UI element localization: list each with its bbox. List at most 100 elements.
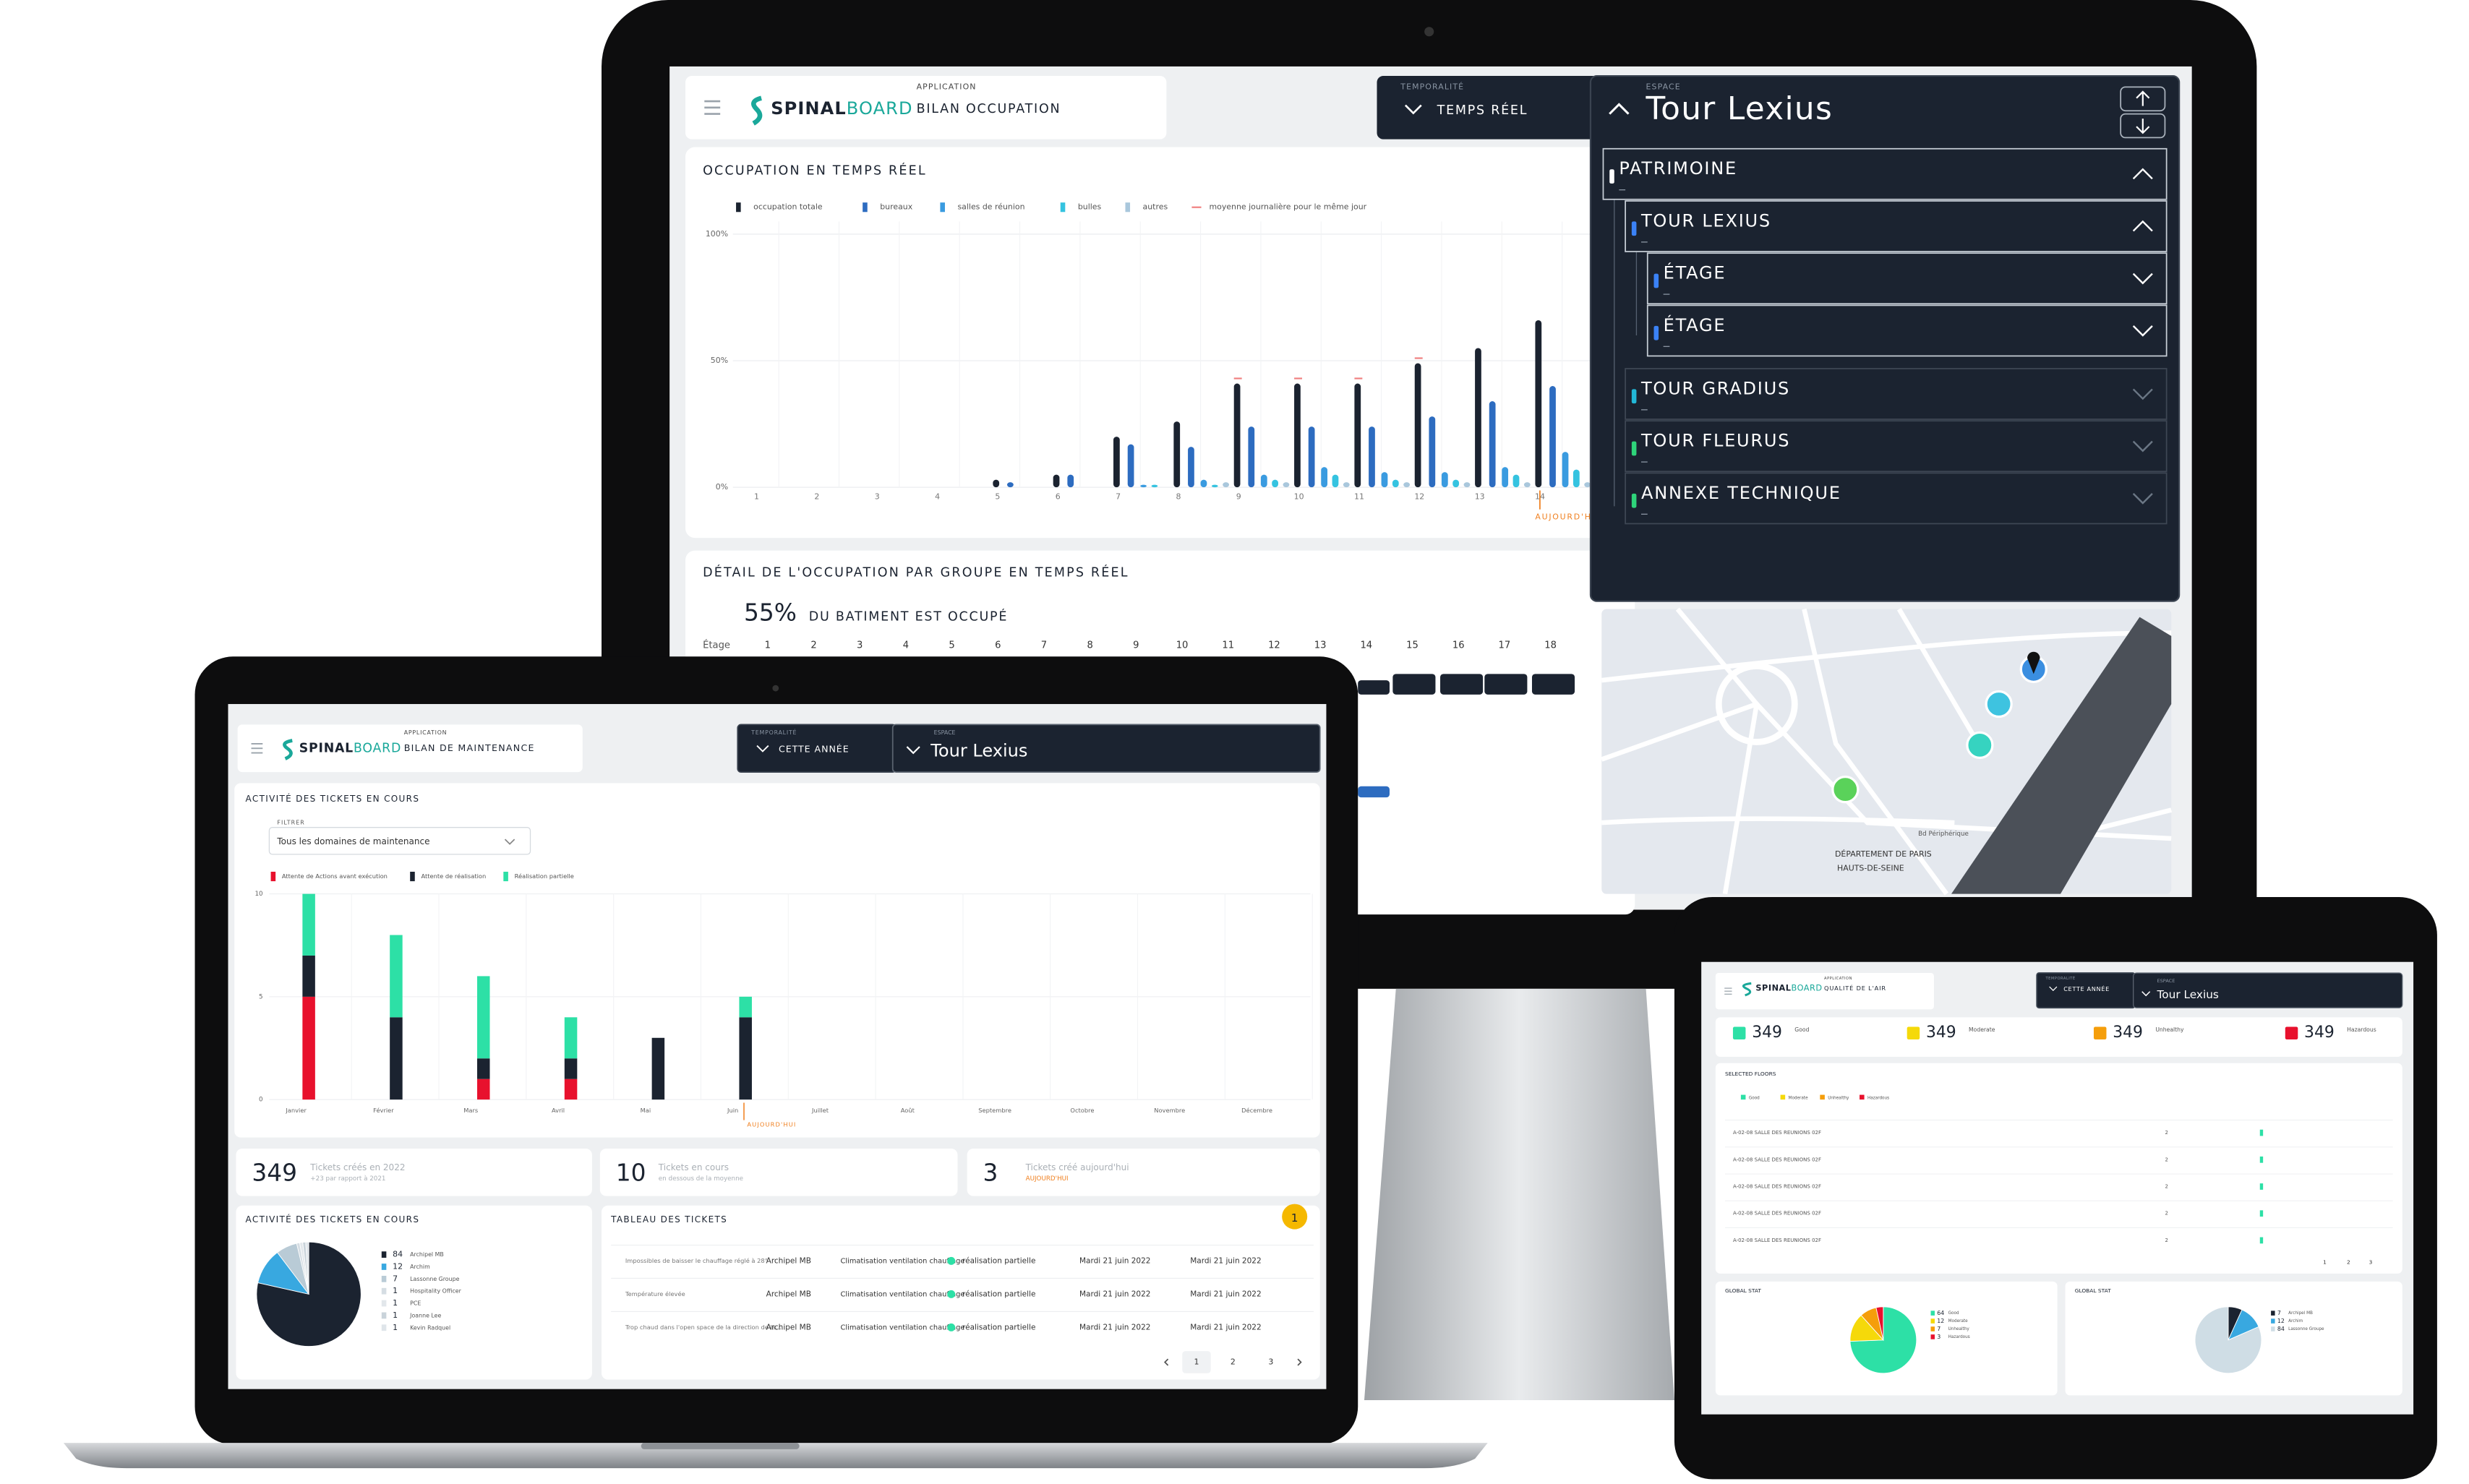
bar <box>1140 484 1147 488</box>
stat-sub: en dessous de la moyenne <box>659 1175 743 1183</box>
bar-segment <box>390 935 403 1018</box>
selector <box>2133 972 2403 1008</box>
x-tick-label: 1 <box>754 492 759 501</box>
bar-segment <box>739 1017 752 1100</box>
app-label: APPLICATION <box>917 82 977 91</box>
chart-title: OCCUPATION EN TEMPS RÉEL <box>703 162 927 178</box>
bar <box>1414 363 1421 488</box>
tree-label: PATRIMOINE <box>1619 158 1737 179</box>
tree-item[interactable] <box>1625 420 2168 473</box>
y-tick-label: 10 <box>254 891 262 898</box>
bar <box>1354 383 1361 488</box>
brand-part: BOARD <box>847 98 913 119</box>
chevron-icon <box>2141 991 2151 997</box>
kpi-value: 349 <box>2304 1024 2335 1042</box>
page-number[interactable]: 2 <box>1231 1357 1236 1366</box>
chevron-icon <box>1297 1358 1302 1366</box>
today-label: AUJOURD'HUI <box>747 1121 796 1128</box>
bar <box>1200 479 1207 488</box>
map-marker[interactable] <box>1985 690 2013 719</box>
monitor-camera <box>1424 27 1434 37</box>
chart-title: ACTIVITÉ DES TICKETS EN COURS <box>246 793 420 804</box>
kpi-swatch <box>2285 1026 2298 1039</box>
ticket-date: Mardi 21 juin 2022 <box>1190 1323 1261 1331</box>
bar <box>1463 482 1471 488</box>
header-card <box>685 76 1167 140</box>
kpi-swatch <box>2093 1026 2107 1039</box>
legend-label: Archipel MB <box>2288 1311 2313 1316</box>
x-tick-label: Août <box>901 1107 915 1114</box>
bar <box>1452 479 1460 488</box>
ticket-status: réalisation partielle <box>962 1290 1035 1298</box>
legend-label: salles de réunion <box>957 202 1024 212</box>
ticket-description: Température élevée <box>625 1290 685 1298</box>
filter-chip <box>1740 1094 1746 1100</box>
tree-color-tag <box>1653 325 1659 340</box>
floor-number: 3 <box>857 640 863 651</box>
brand: SPINALBOARD <box>299 742 401 756</box>
floor-number: 13 <box>1314 640 1327 651</box>
filter-select[interactable] <box>268 827 531 855</box>
floor-number: 8 <box>1087 640 1092 651</box>
chevron-icon <box>2132 325 2153 337</box>
x-tick-label: 13 <box>1475 492 1485 501</box>
kpi-label: Hazardous <box>2347 1026 2376 1033</box>
legend-swatch <box>1125 202 1131 213</box>
page-number[interactable]: 1 <box>1194 1357 1199 1366</box>
x-tick-label: 10 <box>1294 492 1304 501</box>
x-tick-label: Mars <box>463 1107 478 1114</box>
legend-value: 84 <box>2277 1326 2285 1332</box>
bar <box>1584 482 1591 488</box>
bar <box>1441 472 1448 488</box>
brand-part: SPINAL <box>771 98 847 119</box>
laptop-notch <box>641 1443 800 1449</box>
map-marker[interactable] <box>1831 776 1860 804</box>
occupancy-bar <box>1531 674 1575 695</box>
bar <box>1248 426 1255 488</box>
map-marker[interactable] <box>1966 731 1994 760</box>
chevron-icon <box>2132 273 2153 285</box>
bar <box>993 479 1000 488</box>
legend-swatch <box>381 1300 387 1307</box>
occupancy-percent: 55% <box>744 599 797 627</box>
legend-swatch <box>381 1251 387 1258</box>
legend-swatch <box>381 1312 387 1319</box>
stat-value: 3 <box>983 1159 998 1187</box>
x-tick-label: 4 <box>935 492 940 501</box>
kpi-value: 349 <box>2113 1024 2143 1042</box>
chart-card <box>685 147 1635 539</box>
selector-label: ESPACE <box>2157 978 2175 984</box>
filter-value: Tous les domaines de maintenance <box>276 836 429 846</box>
page-number[interactable]: 3 <box>1268 1357 1273 1366</box>
tree-item[interactable] <box>1625 368 2168 420</box>
bar <box>1321 467 1328 488</box>
legend-value: 12 <box>1937 1318 1944 1324</box>
tree-item[interactable] <box>1646 304 2168 357</box>
bar <box>1233 383 1241 488</box>
tree-item[interactable] <box>1625 472 2168 525</box>
legend-value: 7 <box>1937 1326 1940 1332</box>
bar <box>1489 401 1496 488</box>
stat-card <box>967 1148 1320 1196</box>
occupancy-caption: DU BATIMENT EST OCCUPÉ <box>809 609 1008 625</box>
tree-item[interactable] <box>1646 252 2168 305</box>
legend-swatch <box>2271 1326 2275 1331</box>
tree-item[interactable] <box>1625 200 2168 252</box>
floor-number: 10 <box>1176 640 1189 651</box>
brand-part: SPINAL <box>1755 984 1791 993</box>
room-count: 2 <box>2165 1130 2168 1136</box>
tree-item[interactable] <box>1602 147 2168 200</box>
y-tick-label: 0% <box>716 482 728 492</box>
filter-chip <box>1860 1094 1865 1100</box>
floor-number: 16 <box>1452 640 1465 651</box>
legend-swatch <box>381 1275 387 1282</box>
table-card <box>602 1205 1320 1380</box>
ticket-domain: Climatisation ventilation chauffage <box>841 1290 965 1298</box>
bar-segment <box>564 1058 578 1079</box>
legend-value: 3 <box>1937 1334 1940 1340</box>
brand: SPINALBOARD <box>771 98 912 119</box>
bar <box>1512 474 1520 488</box>
selector-value: Tour Lexius <box>2157 988 2219 1001</box>
selector-value: TEMPS RÉEL <box>1437 102 1528 118</box>
